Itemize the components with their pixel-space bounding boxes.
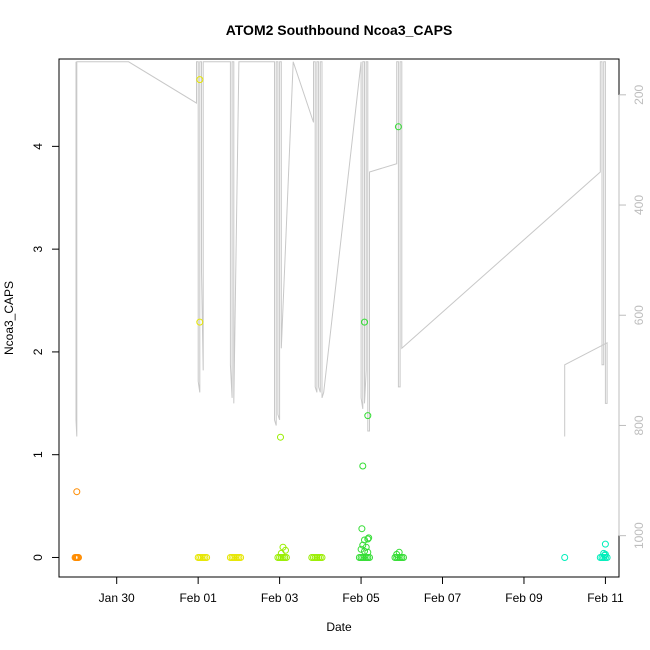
y2-tick-label: 1000 <box>632 522 646 549</box>
data-point <box>73 488 81 496</box>
data-point <box>318 554 326 561</box>
plot-frame <box>58 58 620 578</box>
data-point <box>277 549 285 557</box>
data-point <box>561 554 569 561</box>
data-point <box>196 76 204 84</box>
data-point <box>364 535 372 543</box>
data-point <box>75 554 82 561</box>
y-tick-label: 4 <box>31 143 45 150</box>
chart-title: ATOM2 Southbound Ncoa3_CAPS <box>226 22 453 38</box>
y2-axis: 200 400 600 800 1000 <box>618 84 646 549</box>
data-point <box>365 534 373 542</box>
data-point <box>603 554 611 561</box>
x-tick-label: Feb 11 <box>587 591 624 605</box>
data-point <box>361 318 368 326</box>
data-point <box>358 525 366 533</box>
x-tick-label: Feb 01 <box>179 591 217 605</box>
y-tick-label: 1 <box>31 451 45 458</box>
data-point <box>359 462 367 470</box>
y-tick-label: 2 <box>31 348 45 355</box>
x-axis-label: Date <box>326 620 352 634</box>
y-axis: 0 1 2 3 4 <box>31 143 60 561</box>
y2-tick-label: 600 <box>632 305 646 325</box>
x-tick-label: Feb 09 <box>505 591 543 605</box>
data-point <box>366 554 373 561</box>
data-point <box>400 554 407 561</box>
y2-tick-label: 400 <box>632 195 646 215</box>
y-axis-label: Ncoa3_CAPS <box>2 281 16 355</box>
x-tick-label: Feb 07 <box>424 591 462 605</box>
data-point <box>277 433 284 441</box>
y-tick-label: 0 <box>31 554 45 561</box>
x-tick-label: Jan 30 <box>99 591 135 605</box>
data-point <box>196 318 204 326</box>
data-point <box>364 412 372 420</box>
data-point <box>357 545 365 553</box>
data-point <box>282 554 290 561</box>
y-tick-label: 3 <box>31 245 45 252</box>
data-point <box>203 554 211 561</box>
data-points <box>71 76 611 561</box>
data-point <box>601 540 609 548</box>
x-tick-label: Feb 03 <box>261 591 299 605</box>
depth-trace <box>75 61 608 437</box>
trace-line <box>75 61 608 437</box>
y2-tick-label: 200 <box>632 84 646 104</box>
data-point <box>237 554 245 561</box>
x-axis: Jan 30 Feb 01 Feb 03 Feb 05 Feb 07 Feb 09 Feb … <box>99 576 624 605</box>
data-point <box>394 123 402 131</box>
data-point <box>359 541 367 549</box>
y2-tick-label: 800 <box>632 415 646 435</box>
x-tick-label: Feb 05 <box>342 591 380 605</box>
